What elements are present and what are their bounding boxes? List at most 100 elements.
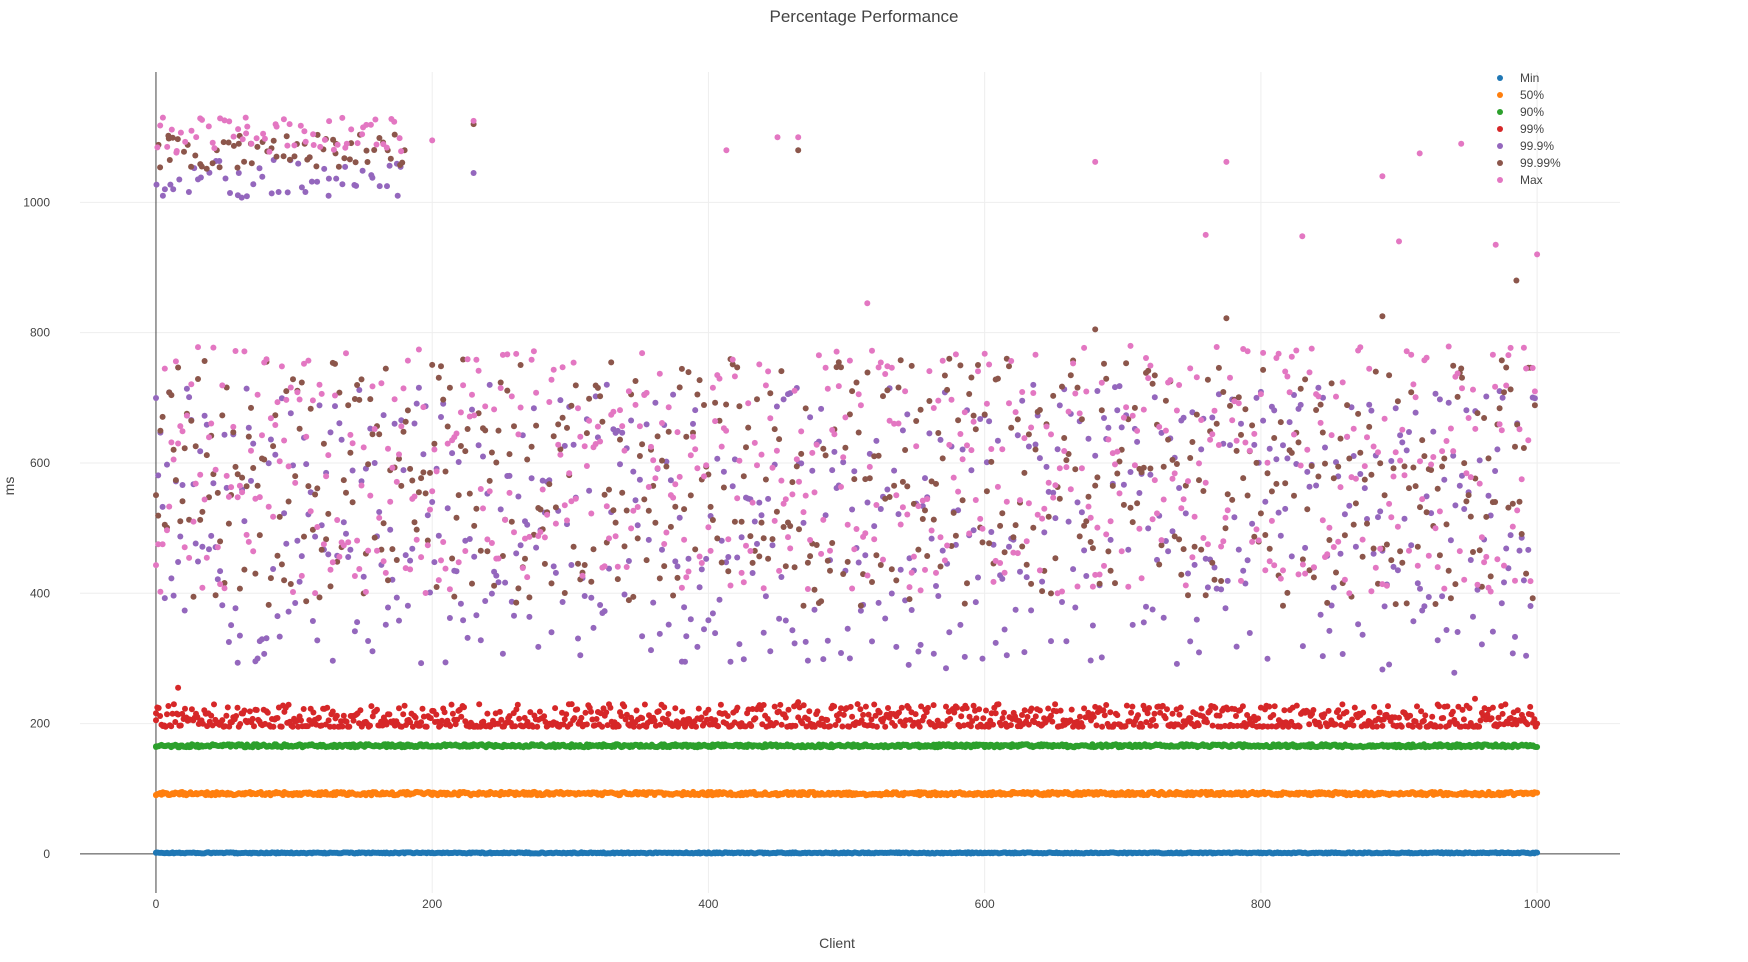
point-99: [450, 711, 456, 717]
point-9999: [270, 443, 276, 449]
point-999: [1081, 547, 1087, 553]
point-9999: [679, 366, 685, 372]
point-999: [376, 509, 382, 515]
point-999: [736, 641, 742, 647]
point-50: [1534, 790, 1540, 796]
point-9999: [469, 581, 475, 587]
point-99: [913, 711, 919, 717]
point-999: [591, 625, 597, 631]
point-999: [871, 523, 877, 529]
point-999: [239, 195, 245, 201]
point-999: [975, 575, 981, 581]
point-99: [1080, 724, 1086, 730]
point-9999: [526, 594, 532, 600]
point-9999: [381, 520, 387, 526]
point-9999: [675, 575, 681, 581]
point-99: [178, 723, 184, 729]
point-99: [351, 718, 357, 724]
point-999: [701, 626, 707, 632]
point-999: [392, 421, 398, 427]
point-999: [703, 556, 709, 562]
point-9999: [641, 496, 647, 502]
point-999: [202, 413, 208, 419]
point-99: [367, 723, 373, 729]
point-99: [1196, 722, 1202, 728]
point-9999: [202, 358, 208, 364]
point-999: [309, 179, 315, 185]
point-99: [848, 704, 854, 710]
point-999: [1019, 398, 1025, 404]
point-999: [1408, 542, 1414, 548]
point-9999: [286, 499, 292, 505]
point-99: [1385, 703, 1391, 709]
point-99: [976, 706, 982, 712]
point-999: [1307, 484, 1313, 490]
point-999: [652, 400, 658, 406]
point-99: [512, 723, 518, 729]
point-999: [1439, 593, 1445, 599]
point-999: [1399, 439, 1405, 445]
point-999: [809, 468, 815, 474]
point-999: [831, 449, 837, 455]
point-999: [1251, 442, 1257, 448]
point-99: [298, 717, 304, 723]
point-999: [244, 386, 250, 392]
point-9999: [191, 594, 197, 600]
point-9999: [454, 515, 460, 521]
point-99: [841, 712, 847, 718]
point-9999: [233, 464, 239, 470]
point-99: [1374, 724, 1380, 730]
point-99: [1450, 709, 1456, 715]
point-99: [734, 705, 740, 711]
point-9999: [266, 602, 272, 608]
point-999: [646, 537, 652, 543]
point-99: [310, 710, 316, 716]
point-9999: [522, 556, 528, 562]
point-999: [1287, 419, 1293, 425]
point-99: [1170, 711, 1176, 717]
grid-lines: [80, 72, 1620, 893]
point-99: [1033, 713, 1039, 719]
point-999: [1430, 429, 1436, 435]
point-9999: [420, 469, 426, 475]
point-9999: [177, 518, 183, 524]
point-9999: [456, 492, 462, 498]
point-999: [597, 602, 603, 608]
point-999: [436, 533, 442, 539]
point-999: [1386, 662, 1392, 668]
point-999: [269, 190, 275, 196]
point-9999: [449, 556, 455, 562]
y-tick-label: 0: [43, 847, 50, 861]
point-99: [189, 706, 195, 712]
point-9999: [668, 524, 674, 530]
point-99: [1145, 710, 1151, 716]
point-999: [361, 574, 367, 580]
point-99: [563, 711, 569, 717]
point-999: [1503, 546, 1509, 552]
point-999: [1483, 394, 1489, 400]
point-99: [1094, 722, 1100, 728]
point-Min: [429, 850, 435, 856]
point-99: [1124, 703, 1130, 709]
point-999: [352, 628, 358, 634]
point-99: [254, 707, 260, 713]
point-9999: [226, 521, 232, 527]
point-999: [778, 574, 784, 580]
point-50: [153, 792, 159, 798]
point-999: [980, 656, 986, 662]
point-9999: [661, 563, 667, 569]
point-9999: [343, 490, 349, 496]
point-999: [1508, 532, 1514, 538]
point-99: [275, 715, 281, 721]
point-9999: [297, 426, 303, 432]
point-999: [1183, 510, 1189, 516]
point-99: [447, 723, 453, 729]
point-999: [553, 570, 559, 576]
point-9999: [261, 457, 267, 463]
point-999: [1086, 436, 1092, 442]
point-999: [526, 614, 532, 620]
point-99: [958, 713, 964, 719]
point-999: [276, 189, 282, 195]
point-999: [208, 533, 214, 539]
point-999: [1088, 658, 1094, 664]
